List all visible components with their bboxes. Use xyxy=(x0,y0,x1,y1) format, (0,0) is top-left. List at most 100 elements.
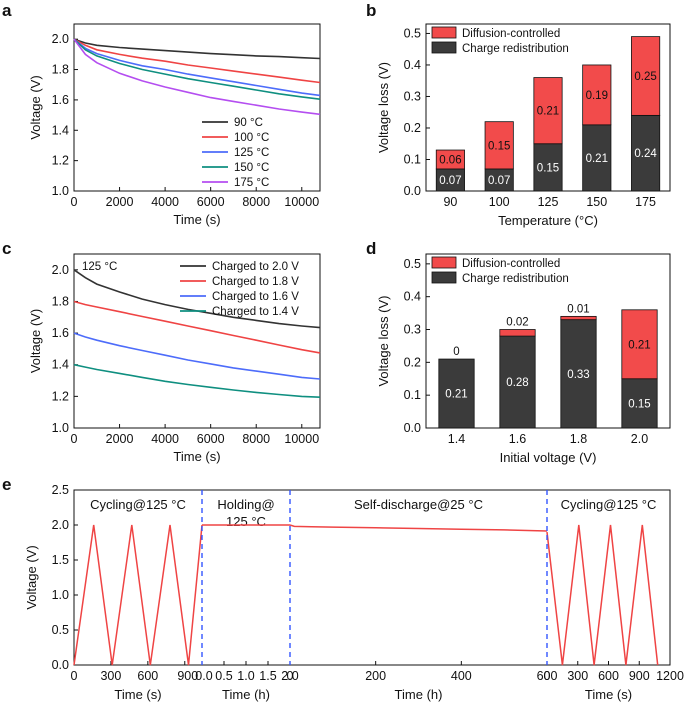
y-tick-label: 1.5 xyxy=(52,553,69,567)
x-tick-label: 2000 xyxy=(106,432,134,446)
segment-title: Holding@ 125 °C xyxy=(217,497,274,529)
y-tick-label: 0.0 xyxy=(52,658,69,672)
bar-diffusion-controlled xyxy=(621,309,658,380)
x-axis-label: Temperature (°C) xyxy=(498,213,598,228)
series-line xyxy=(73,269,321,329)
x-tick-label: 0 xyxy=(287,669,294,683)
series-line xyxy=(73,38,321,84)
y-tick-label: 2.5 xyxy=(52,483,69,497)
plot-frame xyxy=(425,253,671,429)
plot-annotation: 125 °C xyxy=(82,261,117,273)
legend-label: 100 °C xyxy=(234,132,269,144)
x-tick-label: 6000 xyxy=(197,195,225,209)
bar-diffusion-controlled xyxy=(499,329,536,337)
bar-charge-redistribution xyxy=(438,358,475,429)
bar-diffusion-controlled xyxy=(484,121,514,170)
y-tick-label: 0.5 xyxy=(52,623,69,637)
legend-label: 150 °C xyxy=(234,162,269,174)
series-line xyxy=(73,363,321,398)
legend-label: Charged to 1.8 V xyxy=(212,276,299,288)
bar-value-label: 0.15 xyxy=(488,140,510,152)
bar-value-label: 0.33 xyxy=(567,369,589,381)
x-tick-label: 200 xyxy=(365,669,386,683)
y-tick-label: 0.4 xyxy=(404,290,421,304)
legend-swatch xyxy=(431,256,457,269)
segment-title: Self-discharge@25 °C xyxy=(354,497,483,512)
legend-swatch xyxy=(431,271,457,284)
y-tick-label: 0.1 xyxy=(404,152,421,166)
bar-value-label: 0.21 xyxy=(628,339,650,351)
y-tick-label: 1.6 xyxy=(52,93,69,107)
y-tick-label: 1.8 xyxy=(52,294,69,308)
voltage-trace xyxy=(546,524,659,666)
panel-c-label: c xyxy=(2,239,11,258)
legend-swatch xyxy=(431,26,457,39)
x-tick-label: 8000 xyxy=(242,195,270,209)
x-tick-label: 6000 xyxy=(197,432,225,446)
panel-a-label: a xyxy=(2,1,12,20)
y-axis-label: Voltage loss (V) xyxy=(376,295,391,386)
y-tick-label: 1.8 xyxy=(52,63,69,77)
legend-swatch xyxy=(431,41,457,54)
bar-value-label: 0.19 xyxy=(586,90,608,102)
bar-diffusion-controlled xyxy=(582,64,612,126)
bar-value-label: 0.21 xyxy=(537,106,559,118)
y-axis-label: Voltage (V) xyxy=(28,309,43,373)
y-tick-label: 2.0 xyxy=(52,518,69,532)
x-tick-label: 0 xyxy=(71,669,78,683)
x-axis-label: Time (s) xyxy=(585,687,632,702)
x-tick-label: 8000 xyxy=(242,432,270,446)
y-tick-label: 0.5 xyxy=(404,257,421,271)
x-tick-label: 125 xyxy=(538,195,559,209)
x-tick-label: 0.0 xyxy=(195,669,212,683)
bar-value-label: 0.15 xyxy=(628,398,650,410)
bar-value-label: 0.07 xyxy=(439,175,461,187)
voltage-trace xyxy=(289,524,548,532)
y-tick-label: 0.2 xyxy=(404,121,421,135)
y-tick-label: 0.3 xyxy=(404,323,421,337)
x-tick-label: 2000 xyxy=(106,195,134,209)
bar-charge-redistribution xyxy=(533,143,563,192)
bar-charge-redistribution xyxy=(631,114,661,192)
bar-value-label: 0.24 xyxy=(634,148,657,160)
x-tick-label: 400 xyxy=(451,669,472,683)
y-tick-label: 1.4 xyxy=(52,358,69,372)
x-tick-label: 1200 xyxy=(656,669,684,683)
x-tick-label: 1.0 xyxy=(237,669,254,683)
bar-value-label: 0.01 xyxy=(567,303,589,315)
panel-e-label: e xyxy=(2,475,11,494)
x-axis-label: Time (s) xyxy=(173,212,220,227)
x-tick-label: 100 xyxy=(489,195,510,209)
x-axis-label: Initial voltage (V) xyxy=(500,450,597,465)
bar-diffusion-controlled xyxy=(435,149,465,170)
y-tick-label: 0.1 xyxy=(404,388,421,402)
y-tick-label: 0.3 xyxy=(404,89,421,103)
series-line xyxy=(73,38,321,60)
y-tick-label: 1.2 xyxy=(52,389,69,403)
x-tick-label: 0 xyxy=(544,669,551,683)
x-tick-label: 600 xyxy=(598,669,619,683)
segment-title: Cycling@125 °C xyxy=(561,497,657,512)
segment-title-line: Holding@ xyxy=(217,497,274,512)
x-axis-label: Time (s) xyxy=(114,687,161,702)
bar-value-label: 0.21 xyxy=(445,389,467,401)
bar-value-label: 0.02 xyxy=(506,317,528,329)
y-tick-label: 1.0 xyxy=(52,184,69,198)
y-tick-label: 0.0 xyxy=(404,184,421,198)
legend-label: Charge redistribution xyxy=(462,273,569,285)
legend-label: Diffusion-controlled xyxy=(462,28,560,40)
x-tick-label: 900 xyxy=(177,669,198,683)
bar-value-label: 0 xyxy=(453,346,459,358)
y-tick-label: 1.6 xyxy=(52,326,69,340)
x-axis-label: Time (h) xyxy=(222,687,270,702)
voltage-trace xyxy=(73,524,203,666)
bar-charge-redistribution xyxy=(499,335,536,429)
series-line xyxy=(73,332,321,380)
y-tick-label: 0.5 xyxy=(404,26,421,40)
y-axis-label: Voltage loss (V) xyxy=(376,62,391,153)
legend-label: Charged to 1.4 V xyxy=(212,306,299,318)
x-tick-label: 2.0 xyxy=(281,669,298,683)
x-tick-label: 1.6 xyxy=(509,432,526,446)
x-tick-label: 1.5 xyxy=(259,669,276,683)
legend-label: 175 °C xyxy=(234,177,269,189)
